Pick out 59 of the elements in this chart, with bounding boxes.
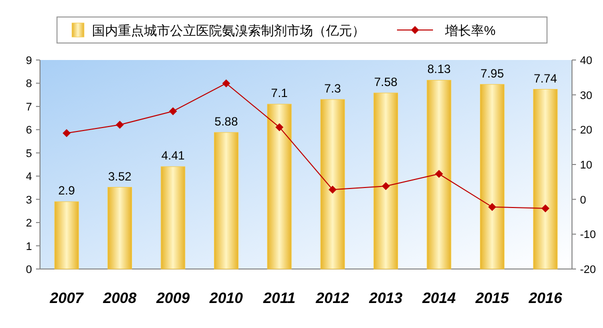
y-tick-label: 3 (26, 194, 32, 206)
bar (426, 80, 452, 270)
x-tick-label: 2014 (421, 290, 456, 307)
point (541, 204, 550, 212)
y2-tick-label: 10 (580, 160, 592, 172)
point (328, 186, 337, 194)
x-tick-label: 2015 (474, 290, 510, 307)
legend-label: 国内重点城市公立医院氨溴索制剂市场（亿元） (92, 23, 365, 38)
data-label: 7.58 (374, 74, 398, 89)
y-tick-label: 0 (26, 264, 32, 276)
bar (533, 89, 558, 270)
data-label: 4.41 (161, 148, 185, 163)
point (488, 202, 496, 211)
y-tick-label: 6 (26, 124, 32, 137)
y2-tick-label: 0 (580, 194, 586, 206)
point (435, 170, 443, 178)
x-tick-label: 2013 (368, 290, 404, 307)
bar (160, 166, 186, 270)
point (169, 107, 177, 116)
y-tick-label: 5 (26, 148, 32, 160)
y2-tick-label: 20 (580, 124, 592, 137)
data-label: 5.88 (214, 114, 238, 128)
bar (267, 104, 292, 270)
y2-tick-label: -20 (580, 264, 596, 276)
bar (320, 99, 345, 270)
x-tick-label: 2009 (155, 290, 190, 307)
y2-tick-label: 30 (580, 90, 592, 102)
point (222, 79, 230, 88)
data-label: 7.95 (480, 66, 504, 80)
y-tick-label: 1 (26, 240, 32, 253)
x-tick-label: 2016 (528, 290, 563, 307)
x-tick-label: 2011 (262, 290, 296, 307)
data-label: 2.9 (58, 184, 76, 198)
point (382, 182, 390, 190)
point (62, 129, 71, 138)
y-tick-label: 9 (26, 55, 32, 67)
legend-label: 增长率% (444, 23, 496, 38)
x-tick-label: 2008 (102, 290, 138, 307)
bar (108, 187, 132, 270)
bar (374, 92, 398, 270)
y-tick-label: 8 (26, 78, 32, 90)
data-label: 7.74 (534, 71, 558, 86)
point (116, 120, 124, 129)
y2-tick-label: -10 (580, 229, 596, 242)
y-tick-label: 2 (26, 218, 32, 230)
data-label: 7.1 (271, 86, 288, 100)
bar (54, 201, 79, 270)
bar (214, 132, 238, 270)
data-label: 8.13 (427, 62, 451, 76)
x-tick-label: 2007 (48, 290, 84, 307)
y2-tick-label: 40 (580, 55, 592, 67)
x-tick-label: 2012 (314, 290, 350, 307)
y-tick-label: 7 (26, 101, 32, 114)
point (275, 123, 284, 132)
data-label: 3.52 (108, 169, 132, 184)
bar (480, 84, 504, 270)
x-tick-label: 2010 (208, 290, 244, 307)
y-tick-label: 4 (26, 171, 32, 184)
data-label: 7.3 (324, 81, 342, 96)
